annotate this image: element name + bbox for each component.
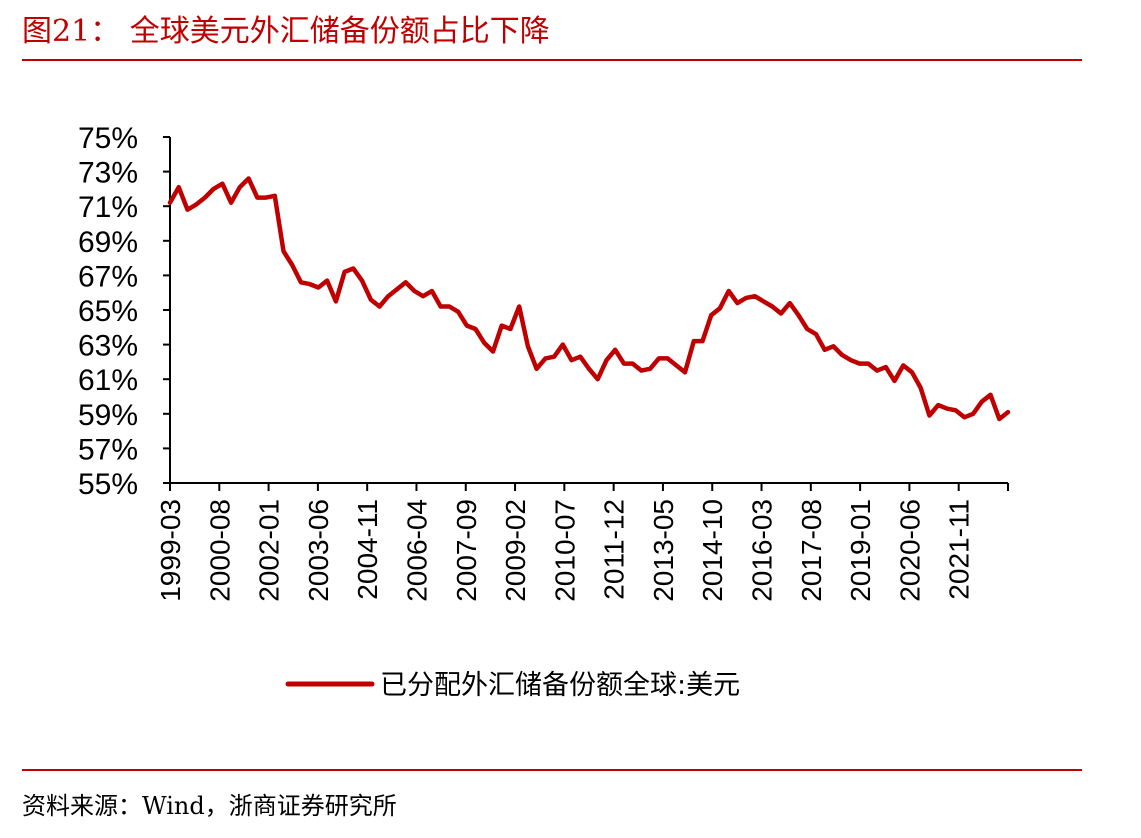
x-tick-label: 2020-06	[894, 499, 925, 602]
x-tick-label: 2011-12	[599, 499, 630, 600]
x-tick-label: 2003-06	[303, 499, 334, 602]
y-tick-label: 57%	[78, 433, 138, 466]
x-tick-label: 2014-10	[697, 499, 728, 602]
y-tick-label: 55%	[78, 468, 138, 501]
y-tick-label: 63%	[78, 330, 138, 363]
x-axis: 1999-03 2000-08 2002-01 2003-06 2004-11 2006-…	[155, 482, 1009, 602]
x-tick-label: 2007-09	[451, 499, 482, 602]
y-tick-label: 73%	[78, 157, 138, 190]
series-layer	[167, 176, 1011, 422]
x-tick-label: 1999-03	[155, 499, 186, 602]
x-tick-label: 2006-04	[401, 499, 432, 602]
x-tick-label: 2017-08	[796, 499, 827, 602]
y-tick-label: 59%	[78, 399, 138, 432]
y-tick-label: 75%	[78, 122, 138, 155]
y-tick-label: 61%	[78, 364, 138, 397]
title-divider	[22, 59, 1082, 61]
legend-label: 已分配外汇储备份额全球:美元	[380, 670, 740, 701]
x-tick-label: 2013-05	[648, 499, 679, 602]
series-line	[167, 176, 1011, 422]
x-tick-label: 2016-03	[747, 499, 778, 602]
x-tick-label: 2004-11	[352, 499, 383, 600]
x-tick-label: 2021-11	[944, 499, 975, 600]
y-tick-label: 69%	[78, 226, 138, 259]
x-tick-label: 2010-07	[549, 499, 580, 602]
y-tick-label: 67%	[78, 260, 138, 293]
figure-title: 图21： 全球美元外汇储备份额占比下降	[22, 14, 550, 49]
x-tick-label: 2019-01	[845, 499, 876, 602]
x-tick-label: 2009-02	[500, 499, 531, 602]
x-tick-label: 2000-08	[204, 499, 235, 602]
x-tick-label: 2002-01	[254, 499, 285, 602]
legend: 已分配外汇储备份额全球:美元	[285, 670, 740, 701]
footer-divider	[22, 769, 1082, 771]
y-tick-label: 71%	[78, 191, 138, 224]
y-axis: 55%57%59%61%63%65%67%69%71%73%75%	[78, 122, 171, 501]
source-note: 资料来源：Wind，浙商证券研究所	[22, 792, 397, 820]
y-tick-label: 65%	[78, 295, 138, 328]
